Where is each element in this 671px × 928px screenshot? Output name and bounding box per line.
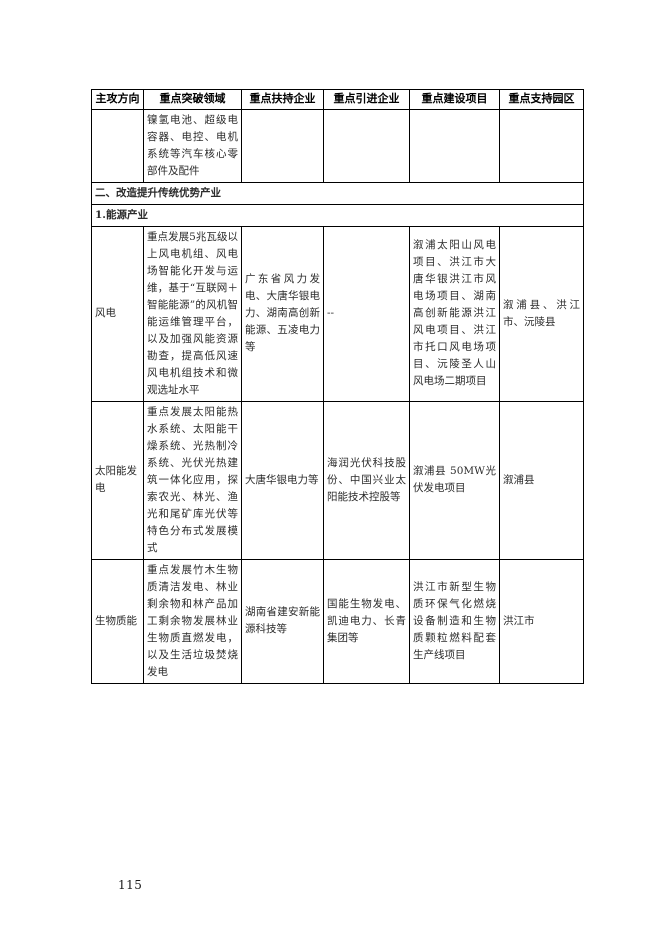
- cell-supported-parks: 溆浦县: [499, 400, 584, 560]
- industry-plan-table-container: 主攻方向 重点突破领域 重点扶持企业 重点引进企业 重点建设项目 重点支持园区 …: [91, 89, 584, 684]
- cell-breakthrough-fields: 重点发展竹木生物质清洁发电、林业剩余物和林产品加工剩余物发展林业生物质直燃发电，…: [143, 558, 242, 684]
- cell-key-projects: 溆浦县 50MW光伏发电项目: [409, 400, 500, 560]
- table-section-row: 二、改造提升传统优势产业: [91, 181, 584, 205]
- cell-attracted-enterprises: 海润光伏科技股份、中国兴业太阳能技术控股等: [323, 400, 410, 560]
- cell-supported-enterprises: 大唐华银电力等: [241, 400, 324, 560]
- page-number: 115: [118, 878, 143, 892]
- table-row: 太阳能发电 重点发展太阳能热水系统、太阳能干燥系统、光热制冷系统、光伏光热建筑一…: [91, 400, 584, 560]
- cell-supported-parks: 溆浦县、洪江市、沅陵县: [499, 225, 584, 402]
- cell-supported-parks: [499, 108, 584, 183]
- cell-breakthrough-fields: 重点发展太阳能热水系统、太阳能干燥系统、光热制冷系统、光伏光热建筑一体化应用，探…: [143, 400, 242, 560]
- section-heading-traditional-industries: 二、改造提升传统优势产业: [91, 181, 584, 205]
- cell-main-direction: 生物质能: [91, 558, 144, 684]
- cell-breakthrough-fields: 重点发展5兆瓦级以上风电机组、风电场智能化开发与运维，基于“互联网＋智能能源”的…: [143, 225, 242, 402]
- cell-supported-enterprises: 广东省风力发电、大唐华银电力、湖南高创新能源、五凌电力等: [241, 225, 324, 402]
- table-section-row: 1.能源产业: [91, 203, 584, 227]
- table-row: 镍氢电池、超级电容器、电控、电机系统等汽车核心零部件及配件: [91, 108, 584, 183]
- cell-attracted-enterprises: 国能生物发电、凯迪电力、长青集团等: [323, 558, 410, 684]
- cell-key-projects: [409, 108, 500, 183]
- table-row: 风电 重点发展5兆瓦级以上风电机组、风电场智能化开发与运维，基于“互联网＋智能能…: [91, 225, 584, 402]
- column-header-attracted-enterprises: 重点引进企业: [323, 89, 410, 110]
- cell-attracted-enterprises: [323, 108, 410, 183]
- cell-key-projects: 洪江市新型生物质环保气化燃烧设备制造和生物质颗粒燃料配套生产线项目: [409, 558, 500, 684]
- column-header-main-direction: 主攻方向: [91, 89, 144, 110]
- column-header-breakthrough-fields: 重点突破领域: [143, 89, 242, 110]
- cell-breakthrough-fields: 镍氢电池、超级电容器、电控、电机系统等汽车核心零部件及配件: [143, 108, 242, 183]
- section-heading-energy-industry: 1.能源产业: [91, 203, 584, 227]
- industry-plan-table: 主攻方向 重点突破领域 重点扶持企业 重点引进企业 重点建设项目 重点支持园区 …: [91, 89, 584, 684]
- cell-key-projects: 溆浦太阳山风电项目、洪江市大唐华银洪江市风电场项目、湖南高创新能源洪江风电项目、…: [409, 225, 500, 402]
- cell-main-direction: 风电: [91, 225, 144, 402]
- cell-attracted-enterprises: --: [323, 225, 410, 402]
- table-header: 主攻方向 重点突破领域 重点扶持企业 重点引进企业 重点建设项目 重点支持园区: [91, 89, 584, 110]
- cell-supported-enterprises: [241, 108, 324, 183]
- table-body: 镍氢电池、超级电容器、电控、电机系统等汽车核心零部件及配件 二、改造提升传统优势…: [91, 108, 584, 684]
- table-header-row: 主攻方向 重点突破领域 重点扶持企业 重点引进企业 重点建设项目 重点支持园区: [91, 89, 584, 110]
- column-header-supported-parks: 重点支持园区: [499, 89, 584, 110]
- cell-supported-enterprises: 湖南省建安新能源科技等: [241, 558, 324, 684]
- column-header-key-projects: 重点建设项目: [409, 89, 500, 110]
- cell-supported-parks: 洪江市: [499, 558, 584, 684]
- column-header-supported-enterprises: 重点扶持企业: [241, 89, 324, 110]
- cell-main-direction: [91, 108, 144, 183]
- cell-main-direction: 太阳能发电: [91, 400, 144, 560]
- table-row: 生物质能 重点发展竹木生物质清洁发电、林业剩余物和林产品加工剩余物发展林业生物质…: [91, 558, 584, 684]
